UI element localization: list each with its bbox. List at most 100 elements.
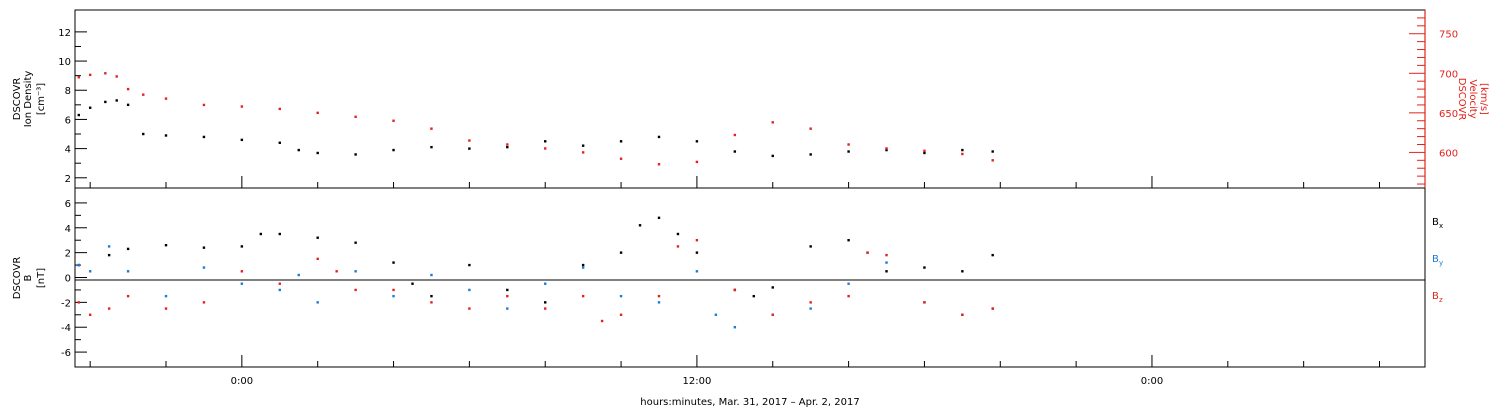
bz-point	[733, 288, 737, 292]
bz-point	[771, 313, 774, 316]
density-ytick-label: 4	[65, 145, 71, 156]
velocity-point	[354, 115, 357, 118]
density-point	[657, 135, 661, 139]
velocity-point	[77, 76, 80, 79]
bx-point	[847, 239, 850, 242]
density-point	[88, 106, 92, 109]
b-ytick-label: 6	[65, 199, 71, 210]
density-ytick-label: 8	[65, 86, 71, 97]
velocity-point	[88, 73, 92, 77]
density-point	[115, 99, 118, 102]
bz-point	[164, 307, 168, 310]
bz-point	[354, 288, 357, 292]
b-ytick-label: 4	[65, 224, 71, 235]
velocity-point	[115, 75, 118, 78]
by-point	[164, 294, 168, 298]
by-point	[657, 301, 661, 304]
bx-point	[316, 236, 319, 239]
bx-point	[259, 232, 263, 236]
density-point	[316, 151, 319, 155]
bz-point	[392, 288, 395, 292]
bx-point	[278, 232, 281, 236]
velocity-point	[142, 93, 145, 96]
bx-point	[164, 243, 168, 247]
x-tick-label: 0:00	[231, 376, 253, 387]
bx-point	[411, 282, 414, 285]
b-ytick-label: -2	[61, 298, 71, 309]
by-point	[354, 270, 357, 273]
velocity-point	[619, 157, 623, 160]
bx-point	[695, 251, 699, 254]
x-tick-label: 12:00	[682, 376, 711, 387]
density-point	[544, 140, 547, 143]
by-point	[392, 294, 395, 298]
by-point	[885, 261, 888, 264]
velocity-ytick-label: 700	[1439, 69, 1458, 80]
b-ylabel-line3: [nT]	[36, 268, 47, 288]
bz-point	[676, 245, 680, 248]
velocity-point	[581, 151, 585, 154]
density-ylabel-line1: DSCOVR	[12, 78, 23, 121]
velocity-point	[164, 97, 168, 100]
velocity-ylabel-line1: DSCOVR	[1456, 78, 1467, 121]
bz-point	[126, 294, 130, 298]
legend-bz-sub: z	[1439, 296, 1443, 304]
bx-point	[771, 286, 774, 289]
x-axis-title: hours:minutes, Mar. 31, 2017 – Apr. 2, 2…	[640, 397, 859, 408]
bx-point	[809, 245, 812, 248]
b-ytick-label: -4	[61, 323, 71, 334]
velocity-ytick-label: 650	[1439, 109, 1458, 120]
by-point	[77, 263, 80, 267]
x-tick-label: 0:00	[1141, 376, 1163, 387]
velocity-point	[771, 121, 774, 124]
velocity-point	[733, 133, 737, 137]
velocity-ytick-label: 600	[1439, 148, 1458, 159]
top-panel-frame	[74, 9, 1426, 189]
density-point	[885, 148, 888, 152]
density-ytick-label: 12	[58, 28, 71, 39]
velocity-point	[923, 149, 926, 153]
velocity-point	[468, 139, 471, 142]
density-point	[809, 153, 812, 156]
legend-bx-sub: x	[1439, 222, 1443, 230]
bx-point	[961, 270, 964, 273]
velocity-point	[392, 119, 395, 122]
bz-point	[468, 307, 471, 310]
density-point	[430, 145, 433, 149]
bz-point	[278, 282, 281, 285]
bz-point	[88, 313, 92, 316]
by-point	[581, 266, 585, 269]
bx-point	[676, 232, 680, 236]
bz-point	[240, 270, 244, 273]
bx-point	[468, 263, 471, 267]
density-point	[733, 150, 737, 153]
bz-point	[866, 251, 869, 254]
density-point	[240, 138, 244, 142]
density-point	[297, 148, 300, 152]
bz-point	[430, 301, 433, 304]
density-point	[468, 147, 471, 150]
bx-point	[991, 253, 994, 257]
velocity-point	[885, 147, 888, 150]
density-ytick-label: 2	[65, 174, 71, 185]
density-point	[202, 135, 206, 139]
by-point	[430, 273, 433, 277]
bz-point	[107, 307, 111, 310]
velocity-point	[278, 107, 281, 111]
by-point	[126, 270, 130, 273]
bz-point	[506, 294, 509, 298]
bx-point	[354, 241, 357, 244]
b-ylabel-line1: DSCOVR	[12, 257, 23, 300]
b-ylabel-line2: B	[23, 274, 34, 281]
density-point	[847, 150, 850, 153]
velocity-point	[316, 111, 319, 115]
velocity-ylabel-line2: Velocity	[1467, 79, 1478, 118]
by-point	[202, 266, 206, 269]
bz-point	[657, 294, 661, 298]
velocity-point	[126, 87, 130, 91]
by-point	[278, 288, 281, 292]
bz-point	[809, 301, 812, 304]
legend-by: B y	[1432, 254, 1443, 267]
bx-point	[885, 270, 888, 273]
